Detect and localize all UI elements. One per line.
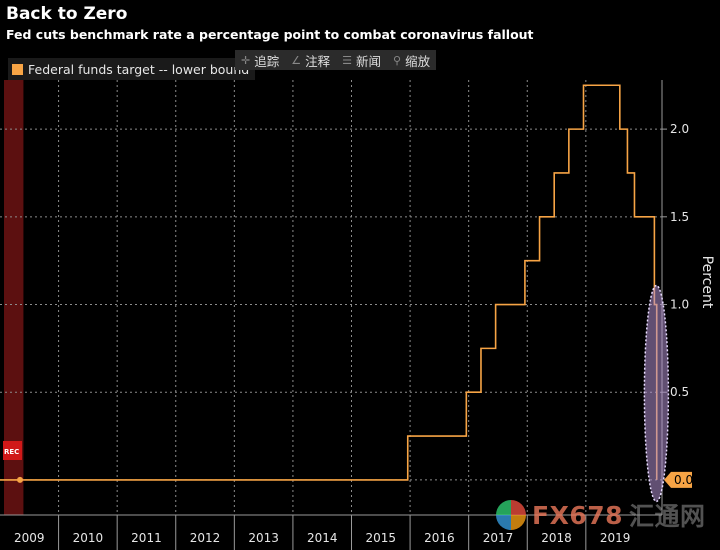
current-value-marker — [664, 471, 692, 488]
toolbar-news-label: 新闻 — [356, 53, 382, 69]
x-tick-label-1: 2010 — [73, 531, 104, 545]
legend: Federal funds target -- lower bound — [8, 58, 256, 80]
recession-badge — [3, 441, 22, 460]
watermark: FX678 汇通网 — [496, 497, 706, 533]
y-axis-title: Percent — [699, 256, 715, 309]
x-tick-label-6: 2015 — [366, 531, 397, 545]
chart-toolbar: ✛ 追踪 ∠ 注释 ☰ 新闻 ⚲ 缩放 — [235, 50, 437, 70]
toolbar-track[interactable]: ✛ 追踪 — [241, 51, 279, 70]
toolbar-news[interactable]: ☰ 新闻 — [342, 51, 381, 70]
x-tick-label-9: 2018 — [541, 531, 572, 545]
x-tick-label-3: 2012 — [190, 531, 221, 545]
recession-badge-label: REC — [4, 448, 19, 456]
legend-label: Federal funds target -- lower bound — [28, 61, 250, 77]
y-tick-label-3: 2.0 — [670, 122, 689, 136]
x-tick-label-7: 2016 — [424, 531, 455, 545]
annotation-ellipse-0 — [643, 284, 670, 503]
x-tick-label-4: 2013 — [248, 531, 279, 545]
x-tick-label-5: 2014 — [307, 531, 338, 545]
legend-swatch — [12, 63, 23, 75]
y-tick-label-1: 1.0 — [670, 298, 689, 312]
x-tick-label-8: 2017 — [483, 531, 514, 545]
toolbar-annotate[interactable]: ∠ 注释 — [291, 51, 330, 70]
recession-band — [4, 80, 24, 515]
watermark-logo-icon — [496, 500, 526, 530]
toolbar-zoom[interactable]: ⚲ 缩放 — [393, 51, 430, 70]
x-tick-label-10: 2019 — [600, 531, 631, 545]
news-icon: ☰ — [342, 53, 352, 67]
toolbar-annotate-label: 注释 — [305, 53, 331, 69]
y-tick-label-2: 1.5 — [670, 210, 689, 224]
y-tick-label-0: 0.5 — [670, 385, 689, 399]
chart-subtitle: Fed cuts benchmark rate a percentage poi… — [6, 27, 534, 42]
toolbar-zoom-label: 缩放 — [405, 53, 431, 69]
watermark-text-b: 汇通网 — [629, 502, 706, 531]
series-line-0 — [0, 84, 658, 481]
series-start-point-0 — [17, 476, 23, 483]
toolbar-track-label: 追踪 — [254, 53, 280, 69]
chart-title: Back to Zero — [6, 4, 128, 24]
zoom-icon: ⚲ — [393, 53, 402, 67]
pencil-icon: ∠ — [291, 53, 302, 67]
pin-icon: ✛ — [241, 53, 251, 67]
watermark-text-a: FX678 — [532, 500, 624, 530]
current-value-label: 0.0 — [674, 473, 693, 487]
x-tick-label-0: 2009 — [14, 531, 45, 545]
x-tick-label-2: 2011 — [131, 531, 162, 545]
